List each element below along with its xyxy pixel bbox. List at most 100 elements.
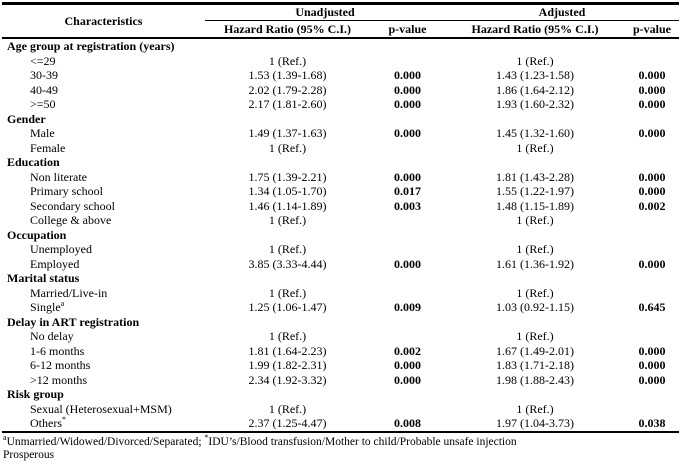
section-label: Occupation <box>7 227 67 242</box>
adjusted-hr-cell: 1 (Ref.) <box>516 285 554 300</box>
row-label: Sexual (Heterosexual+MSM) <box>30 401 172 416</box>
col-header-adjusted-p-value: p-value <box>625 20 680 39</box>
row-label: >=50 <box>30 97 56 111</box>
unadjusted-p-value-cell <box>370 141 445 156</box>
section-label: Gender <box>7 111 46 126</box>
section-label: Risk group <box>7 387 64 401</box>
footnotes: aUnmarried/Widowed/Divorced/Separated; *… <box>3 432 681 462</box>
row-label: Others* <box>30 416 66 430</box>
hazard-ratio-table: Characteristics Unadjusted Adjusted Haza… <box>2 2 680 433</box>
adjusted-p-value-cell <box>625 329 679 344</box>
data-row: >=50 2.17 (1.81-2.60) 0.000 1.93 (1.60-2.32… <box>2 97 679 112</box>
adjusted-p-value-cell <box>625 242 679 257</box>
unadjusted-hr-cell: 1 (Ref.) <box>268 140 307 155</box>
section-header-row: Gender <box>2 112 679 127</box>
adjusted-hr-cell: 1.83 (1.71-2.18) <box>496 358 575 372</box>
section-header-row: Age group at registration (years) <box>2 38 679 54</box>
data-row: 40-49 2.02 (1.79-2.28) 0.000 1.86 (1.64-2.1… <box>2 83 679 98</box>
adjusted-hr-cell: 1 (Ref.) <box>516 213 554 227</box>
unadjusted-hr-cell: 1 (Ref.) <box>268 53 307 68</box>
section-label: Delay in ART registration <box>7 314 140 329</box>
adjusted-p-value-cell: 0.000 <box>638 372 666 387</box>
unadjusted-p-value-cell: 0.000 <box>394 372 421 387</box>
adjusted-hr-cell: 1.98 (1.88-2.43) <box>496 372 575 387</box>
unadjusted-hr-cell: 1 (Ref.) <box>268 213 307 227</box>
unadjusted-p-value-cell: 0.000 <box>394 169 421 184</box>
unadjusted-p-value-cell: 0.000 <box>394 126 421 140</box>
unadjusted-hr-cell: 2.02 (1.79-2.28) <box>248 82 327 97</box>
data-row: Married/Live-in 1 (Ref.) 1 (Ref.) <box>2 286 679 301</box>
unadjusted-hr-cell: 2.34 (1.92-3.32) <box>248 372 327 387</box>
adjusted-p-value-cell: 0.000 <box>638 343 666 358</box>
adjusted-p-value-cell: 0.000 <box>638 97 666 111</box>
adjusted-hr-cell: 1.45 (1.32-1.60) <box>496 126 575 140</box>
footnote-marker: * <box>62 416 66 424</box>
unadjusted-p-value-cell: 0.000 <box>394 82 421 97</box>
footnote-line-2: Prosperous <box>3 448 55 461</box>
row-label: Female <box>30 140 66 155</box>
adjusted-p-value-cell: 0.000 <box>638 184 666 198</box>
adjusted-hr-cell: 1.48 (1.15-1.89) <box>496 198 575 213</box>
adjusted-p-value-cell: 0.002 <box>638 198 666 213</box>
adjusted-hr-cell: 1.81 (1.43-2.28) <box>496 169 575 184</box>
adjusted-hr-cell: 1.93 (1.60-2.32) <box>496 97 575 111</box>
col-header-adjusted-hazard-ratio: Hazard Ratio (95% C.I.) <box>445 20 626 39</box>
unadjusted-hr-cell: 1.75 (1.39-2.21) <box>248 169 327 184</box>
adjusted-hr-cell: 1.86 (1.64-2.12) <box>496 82 575 97</box>
footnote-line-1: aUnmarried/Widowed/Divorced/Separated; *… <box>3 432 681 449</box>
adjusted-hr-cell: 1.55 (1.22-1.97) <box>496 184 575 198</box>
adjusted-hr-cell: 1 (Ref.) <box>516 242 554 256</box>
row-label: >12 months <box>30 372 88 387</box>
adjusted-p-value-cell: 0.000 <box>638 82 666 97</box>
adjusted-hr-cell: 1.67 (1.49-2.01) <box>496 343 575 358</box>
unadjusted-p-value-cell: 0.002 <box>394 343 421 358</box>
unadjusted-p-value-cell: 0.000 <box>394 68 421 82</box>
data-row: <=29 1 (Ref.) 1 (Ref.) <box>2 54 679 69</box>
footnote-text-riskgroup: IDU’s/Blood transfusion/Mother to child/… <box>208 435 517 448</box>
data-row: Singlea 1.25 (1.06-1.47) 0.009 1.03 (0.92-1… <box>2 300 679 315</box>
unadjusted-hr-cell: 1 (Ref.) <box>268 242 307 256</box>
adjusted-p-value-cell <box>625 141 679 156</box>
section-header-row: Delay in ART registration <box>2 315 679 330</box>
group-header-row: Characteristics Unadjusted Adjusted <box>2 3 680 39</box>
adjusted-hr-cell: 1 (Ref.) <box>516 53 554 68</box>
unadjusted-p-value-cell <box>370 286 445 301</box>
row-label: No delay <box>30 329 74 343</box>
section-header-row: Occupation <box>2 228 679 243</box>
unadjusted-p-value-cell <box>370 54 445 69</box>
data-row: >12 months 2.34 (1.92-3.32) 0.000 1.98 (1.8… <box>2 373 679 388</box>
data-row: 6-12 months 1.99 (1.82-2.31) 0.000 1.83 (1.… <box>2 358 679 373</box>
row-label: 30-39 <box>30 68 58 82</box>
data-row: Unemployed 1 (Ref.) 1 (Ref.) <box>2 242 679 257</box>
unadjusted-p-value-cell <box>370 242 445 257</box>
section-label: Marital status <box>7 271 80 285</box>
data-row: Sexual (Heterosexual+MSM) 1 (Ref.) 1 (Ref.… <box>2 402 679 417</box>
adjusted-hr-cell: 1 (Ref.) <box>516 140 554 155</box>
adjusted-p-value-cell <box>625 402 679 417</box>
unadjusted-hr-cell: 1 (Ref.) <box>268 329 307 343</box>
unadjusted-p-value-cell: 0.008 <box>394 416 421 430</box>
unadjusted-p-value-cell: 0.003 <box>394 198 421 213</box>
adjusted-p-value-cell: 0.000 <box>638 169 666 184</box>
data-row: College & above 1 (Ref.) 1 (Ref.) <box>2 213 679 228</box>
data-row: Non literate 1.75 (1.39-2.21) 0.000 1.81 (1… <box>2 170 679 185</box>
col-group-unadjusted: Unadjusted <box>205 3 446 21</box>
unadjusted-hr-cell: 2.17 (1.81-2.60) <box>248 97 327 111</box>
data-row: Secondary school 1.46 (1.14-1.89) 0.003 1.4… <box>2 199 679 214</box>
row-label: Employed <box>30 256 80 271</box>
adjusted-hr-cell: 1 (Ref.) <box>516 329 554 343</box>
section-header-row: Marital status <box>2 271 679 286</box>
unadjusted-hr-cell: 1.53 (1.39-1.68) <box>248 68 327 82</box>
data-row: Male 1.49 (1.37-1.63) 0.000 1.45 (1.32-1.60… <box>2 126 679 141</box>
adjusted-p-value-cell <box>625 213 679 228</box>
row-label: <=29 <box>30 53 56 68</box>
footnote-marker-a: a <box>3 432 7 442</box>
unadjusted-hr-cell: 3.85 (3.33-4.44) <box>248 256 327 271</box>
unadjusted-p-value-cell: 0.017 <box>394 184 421 198</box>
adjusted-p-value-cell: 0.000 <box>638 126 666 140</box>
section-label: Education <box>7 155 60 169</box>
adjusted-hr-cell: 1.97 (1.04-3.73) <box>496 416 575 430</box>
sub-header-row: Hazard Ratio (95% C.I.) p-value Hazard R… <box>2 20 680 39</box>
col-group-adjusted: Adjusted <box>445 3 680 21</box>
data-row: 30-39 1.53 (1.39-1.68) 0.000 1.43 (1.23-1.5… <box>2 68 679 83</box>
